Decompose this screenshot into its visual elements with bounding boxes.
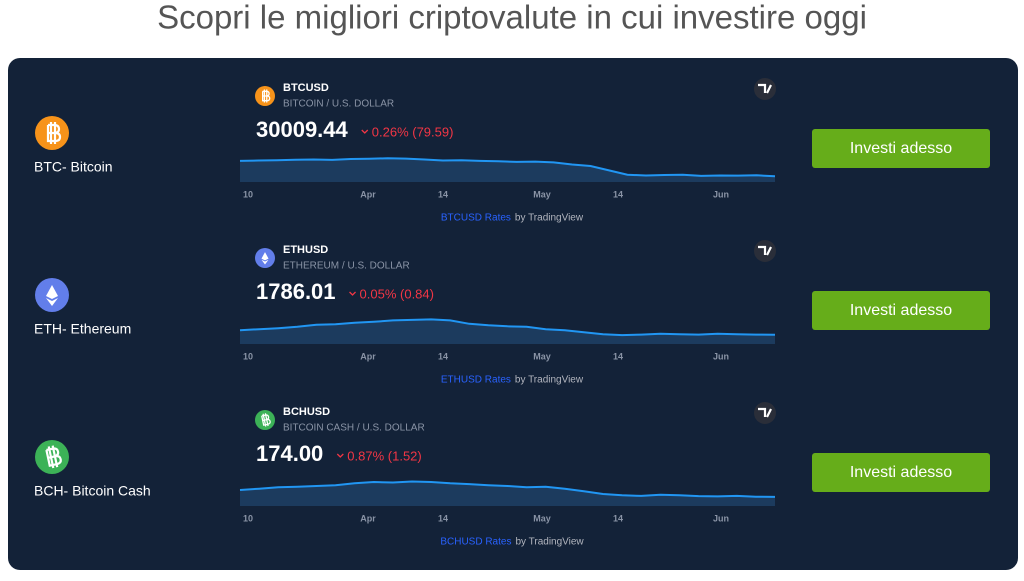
- tradingview-mark: [758, 245, 772, 256]
- x-axis-label: Jun: [713, 351, 729, 361]
- btc-glyph: [45, 445, 62, 469]
- eth-glyph-top: [261, 252, 269, 261]
- description: ETHEREUM / U.S. DOLLAR: [283, 261, 410, 272]
- x-axis-label: May: [533, 351, 551, 361]
- eth-glyph-top: [46, 285, 58, 299]
- btc-glyph: [46, 122, 62, 144]
- panel: [8, 58, 1018, 570]
- symbol: BCHUSD: [283, 406, 330, 418]
- button-label: Investi adesso: [850, 464, 952, 481]
- change: 0.26% (79.59): [372, 124, 454, 139]
- eth-glyph-bottom: [261, 259, 269, 265]
- button-bg: [812, 129, 990, 168]
- x-axis-label: Apr: [360, 189, 376, 199]
- x-axis-label: Jun: [713, 513, 729, 523]
- change: 0.87% (1.52): [347, 448, 421, 463]
- x-axis-label: Apr: [360, 513, 376, 523]
- x-axis-label: May: [533, 189, 551, 199]
- btc-glyph: [261, 413, 271, 427]
- coin-label: BCH- Bitcoin Cash: [34, 483, 151, 499]
- crypto-row: BTC- Bitcoin BTCUSD BITCOIN / U.S. DOLLAR 3…: [34, 78, 990, 224]
- change: 0.05% (0.84): [360, 286, 434, 301]
- attribution: by TradingView: [515, 375, 584, 386]
- description: BITCOIN / U.S. DOLLAR: [283, 99, 394, 110]
- x-axis-label: Apr: [360, 351, 376, 361]
- coin-label: BTC- Bitcoin: [34, 159, 113, 175]
- x-axis-label: May: [533, 513, 551, 523]
- symbol: ETHUSD: [283, 244, 328, 256]
- x-axis-label: 14: [438, 513, 448, 523]
- rates-link[interactable]: BTCUSD Rates: [441, 213, 511, 224]
- down-caret: [336, 453, 344, 458]
- crypto-row: BCH- Bitcoin Cash BCHUSD BITCOIN CASH / U.…: [34, 402, 990, 548]
- button-label: Investi adesso: [850, 302, 952, 319]
- price: 1786.01: [256, 279, 336, 304]
- sparkline-area: [240, 319, 775, 344]
- sparkline-area: [240, 481, 775, 506]
- x-axis-label: 14: [613, 513, 623, 523]
- crypto-row: ETH- Ethereum ETHUSD ETHEREUM / U.S. DOLLA…: [34, 240, 990, 386]
- sparkline-line: [239, 318, 776, 337]
- x-axis-label: 14: [438, 189, 448, 199]
- x-axis-label: 10: [243, 189, 253, 199]
- tradingview-mark: [758, 83, 772, 94]
- button-label: Investi adesso: [850, 140, 952, 157]
- x-axis-label: 10: [243, 513, 253, 523]
- x-axis-label: 14: [613, 351, 623, 361]
- invest-button[interactable]: Investi adesso: [812, 291, 990, 330]
- rates-link[interactable]: BCHUSD Rates: [440, 537, 511, 548]
- rates-link[interactable]: ETHUSD Rates: [441, 375, 511, 386]
- description: BITCOIN CASH / U.S. DOLLAR: [283, 423, 425, 434]
- eth-glyph-bottom: [46, 298, 58, 306]
- sparkline-line: [239, 480, 776, 498]
- tradingview-mark: [758, 407, 772, 418]
- page-title: Scopri le migliori criptovalute in cui i…: [157, 0, 867, 36]
- attribution: by TradingView: [515, 213, 584, 224]
- down-caret: [349, 291, 356, 296]
- coin-label: ETH- Ethereum: [34, 321, 131, 337]
- button-bg: [812, 453, 990, 492]
- down-caret: [361, 129, 369, 134]
- price: 174.00: [256, 441, 323, 466]
- invest-button[interactable]: Investi adesso: [812, 453, 990, 492]
- x-axis-label: 10: [243, 351, 253, 361]
- attribution: by TradingView: [515, 537, 584, 548]
- x-axis-label: Jun: [713, 189, 729, 199]
- symbol: BTCUSD: [283, 82, 329, 94]
- sparkline-line: [239, 157, 776, 178]
- x-axis-label: 14: [613, 189, 623, 199]
- invest-button[interactable]: Investi adesso: [812, 129, 990, 168]
- btc-glyph: [261, 89, 271, 103]
- button-bg: [812, 291, 990, 330]
- price: 30009.44: [256, 117, 349, 142]
- x-axis-label: 14: [438, 351, 448, 361]
